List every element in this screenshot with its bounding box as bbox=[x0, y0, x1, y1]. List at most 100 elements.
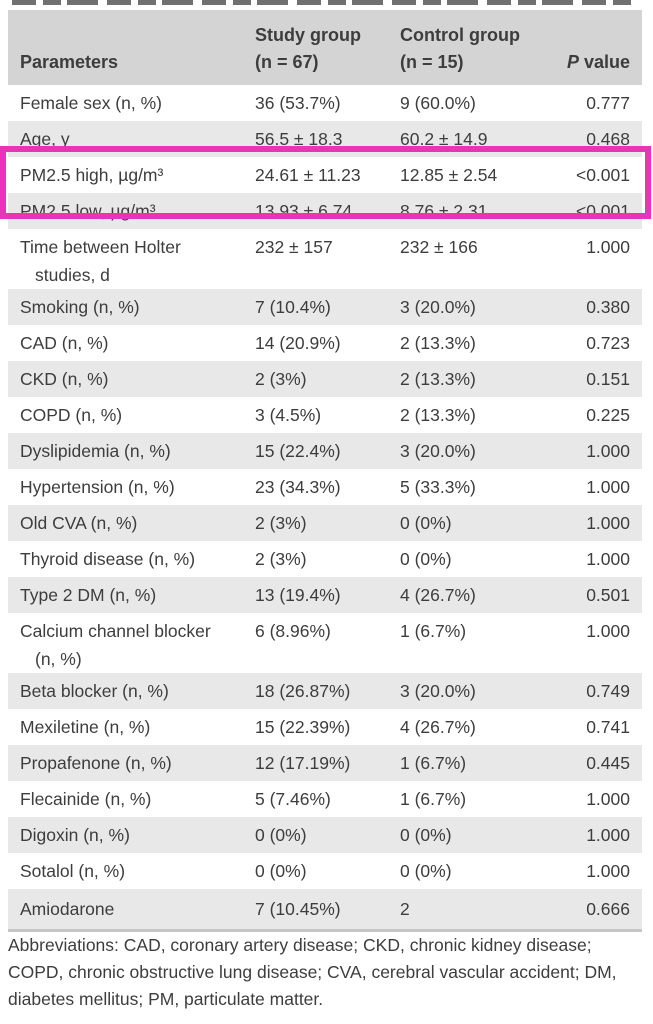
row-control-group-value: 2 (13.3%) bbox=[400, 405, 476, 425]
row-control-group-value: 3 (20.0%) bbox=[400, 681, 476, 701]
table-row: Propafenone (n, %) 12 (17.19%) 1 (6.7%) … bbox=[8, 745, 642, 781]
row-parameter-cell: Flecainide (n, %) bbox=[20, 781, 255, 817]
row-parameter-cell: Amiodarone bbox=[20, 889, 255, 929]
row-p-value: <0.001 bbox=[575, 201, 630, 221]
row-p-value: 0.666 bbox=[586, 899, 630, 919]
row-parameter-label: COPD (n, %) bbox=[20, 405, 123, 425]
table-row: Mexiletine (n, %) 15 (22.39%) 4 (26.7%) … bbox=[8, 709, 642, 745]
row-control-group-value: 8.76 ± 2.31 bbox=[400, 201, 488, 221]
row-control-group-value: 12.85 ± 2.54 bbox=[400, 165, 498, 185]
row-p-value: 0.501 bbox=[586, 585, 630, 605]
table-row: Flecainide (n, %) 5 (7.46%) 1 (6.7%) 1.0… bbox=[8, 781, 642, 817]
header-control-group-line1: Control group bbox=[400, 25, 520, 45]
table-row: Beta blocker (n, %) 18 (26.87%) 3 (20.0%… bbox=[8, 673, 642, 709]
table-row: Digoxin (n, %) 0 (0%) 0 (0%) 1.000 bbox=[8, 817, 642, 853]
row-parameter-label: Smoking (n, %) bbox=[20, 297, 140, 317]
row-control-group-value: 1 (6.7%) bbox=[400, 753, 467, 773]
row-study-group-value: 15 (22.4%) bbox=[255, 441, 341, 461]
row-parameter-cell: PM2.5 high, µg/m³ bbox=[20, 157, 255, 193]
header-control-group: Control group (n = 15) bbox=[400, 22, 550, 76]
row-p-value: 0.445 bbox=[586, 753, 630, 773]
row-study-group-value: 56.5 ± 18.3 bbox=[255, 129, 343, 149]
row-parameter-label: PM2.5 high, µg/m³ bbox=[20, 165, 164, 185]
table-row: Hypertension (n, %) 23 (34.3%) 5 (33.3%)… bbox=[8, 469, 642, 505]
table-row: Type 2 DM (n, %) 13 (19.4%) 4 (26.7%) 0.… bbox=[8, 577, 642, 613]
row-control-group-value: 2 (13.3%) bbox=[400, 369, 476, 389]
row-study-group-value: 12 (17.19%) bbox=[255, 753, 351, 773]
row-study-group-value: 0 (0%) bbox=[255, 861, 307, 881]
row-parameter-cell: Dyslipidemia (n, %) bbox=[20, 433, 255, 469]
row-parameter-label: Hypertension (n, %) bbox=[20, 477, 175, 497]
row-parameter-label: Sotalol (n, %) bbox=[20, 861, 126, 881]
table-row: PM2.5 low, µg/m³ 13.93 ± 6.74 8.76 ± 2.3… bbox=[8, 193, 642, 229]
row-p-value: 1.000 bbox=[586, 441, 630, 461]
abbreviations-footnote: Abbreviations: CAD, coronary artery dise… bbox=[8, 935, 617, 1009]
row-control-group-value: 1 (6.7%) bbox=[400, 789, 467, 809]
row-control-group-value: 9 (60.0%) bbox=[400, 93, 476, 113]
table-row: Calcium channel blocker (n, %) 6 (8.96%)… bbox=[8, 613, 642, 673]
cropped-text-remnant bbox=[12, 0, 632, 5]
row-control-group-value: 4 (26.7%) bbox=[400, 585, 476, 605]
header-p-value-italic: P bbox=[566, 52, 579, 72]
header-study-group-line1: Study group bbox=[255, 25, 361, 45]
row-p-value: 0.468 bbox=[586, 129, 630, 149]
row-control-group-value: 2 bbox=[400, 899, 410, 919]
row-parameter-label-line2: (n, %) bbox=[35, 649, 82, 669]
row-parameter-label: Time between Holter bbox=[20, 237, 181, 257]
row-parameter-cell: Calcium channel blocker (n, %) bbox=[20, 617, 255, 673]
row-p-value: 1.000 bbox=[586, 477, 630, 497]
row-control-group-value: 0 (0%) bbox=[400, 513, 452, 533]
header-study-group: Study group (n = 67) bbox=[255, 22, 400, 76]
row-parameter-cell: Female sex (n, %) bbox=[20, 85, 255, 121]
row-p-value: 0.777 bbox=[586, 93, 630, 113]
row-p-value: 1.000 bbox=[586, 621, 630, 641]
row-parameter-cell: Sotalol (n, %) bbox=[20, 853, 255, 889]
row-parameter-cell: Beta blocker (n, %) bbox=[20, 673, 255, 709]
row-parameter-cell: COPD (n, %) bbox=[20, 397, 255, 433]
row-study-group-value: 7 (10.4%) bbox=[255, 297, 331, 317]
row-parameter-cell: Smoking (n, %) bbox=[20, 289, 255, 325]
row-parameter-cell: Digoxin (n, %) bbox=[20, 817, 255, 853]
row-p-value: 0.380 bbox=[586, 297, 630, 317]
row-study-group-value: 15 (22.39%) bbox=[255, 717, 351, 737]
row-control-group-value: 232 ± 166 bbox=[400, 237, 478, 257]
row-p-value: 0.749 bbox=[586, 681, 630, 701]
row-parameter-label-line2: studies, d bbox=[35, 265, 110, 285]
row-parameter-cell: Age, y bbox=[20, 121, 255, 157]
row-study-group-value: 23 (34.3%) bbox=[255, 477, 341, 497]
row-parameter-label: Mexiletine (n, %) bbox=[20, 717, 151, 737]
row-study-group-value: 232 ± 157 bbox=[255, 237, 333, 257]
row-control-group-value: 0 (0%) bbox=[400, 825, 452, 845]
row-parameter-cell: Type 2 DM (n, %) bbox=[20, 577, 255, 613]
table-row: CKD (n, %) 2 (3%) 2 (13.3%) 0.151 bbox=[8, 361, 642, 397]
parameters-table: Parameters Study group (n = 67) Control … bbox=[8, 10, 642, 932]
row-parameter-cell: Old CVA (n, %) bbox=[20, 505, 255, 541]
row-parameter-label: Age, y bbox=[20, 129, 70, 149]
row-control-group-value: 2 (13.3%) bbox=[400, 333, 476, 353]
row-parameter-cell: Time between Holter studies, d bbox=[20, 233, 255, 289]
row-study-group-value: 2 (3%) bbox=[255, 549, 307, 569]
row-parameter-label: Amiodarone bbox=[20, 899, 115, 919]
table-header: Parameters Study group (n = 67) Control … bbox=[8, 10, 642, 85]
row-p-value: 1.000 bbox=[586, 549, 630, 569]
row-control-group-value: 60.2 ± 14.9 bbox=[400, 129, 488, 149]
row-study-group-value: 7 (10.45%) bbox=[255, 899, 341, 919]
row-study-group-value: 36 (53.7%) bbox=[255, 93, 341, 113]
row-control-group-value: 5 (33.3%) bbox=[400, 477, 476, 497]
table-row: COPD (n, %) 3 (4.5%) 2 (13.3%) 0.225 bbox=[8, 397, 642, 433]
table-row: Female sex (n, %) 36 (53.7%) 9 (60.0%) 0… bbox=[8, 85, 642, 121]
row-control-group-value: 0 (0%) bbox=[400, 861, 452, 881]
table-row: Time between Holter studies, d 232 ± 157… bbox=[8, 229, 642, 289]
row-parameter-label: CKD (n, %) bbox=[20, 369, 109, 389]
table-row: Amiodarone 7 (10.45%) 2 0.666 bbox=[8, 889, 642, 932]
row-parameter-cell: Propafenone (n, %) bbox=[20, 745, 255, 781]
row-p-value: 0.723 bbox=[586, 333, 630, 353]
table-body: Female sex (n, %) 36 (53.7%) 9 (60.0%) 0… bbox=[8, 85, 642, 932]
table-row: CAD (n, %) 14 (20.9%) 2 (13.3%) 0.723 bbox=[8, 325, 642, 361]
header-control-group-line2: (n = 15) bbox=[400, 52, 464, 72]
row-study-group-value: 2 (3%) bbox=[255, 369, 307, 389]
header-p-value-rest: value bbox=[578, 52, 630, 72]
table-row: Sotalol (n, %) 0 (0%) 0 (0%) 1.000 bbox=[8, 853, 642, 889]
row-parameter-label: Calcium channel blocker bbox=[20, 621, 211, 641]
row-parameter-label: Thyroid disease (n, %) bbox=[20, 549, 196, 569]
